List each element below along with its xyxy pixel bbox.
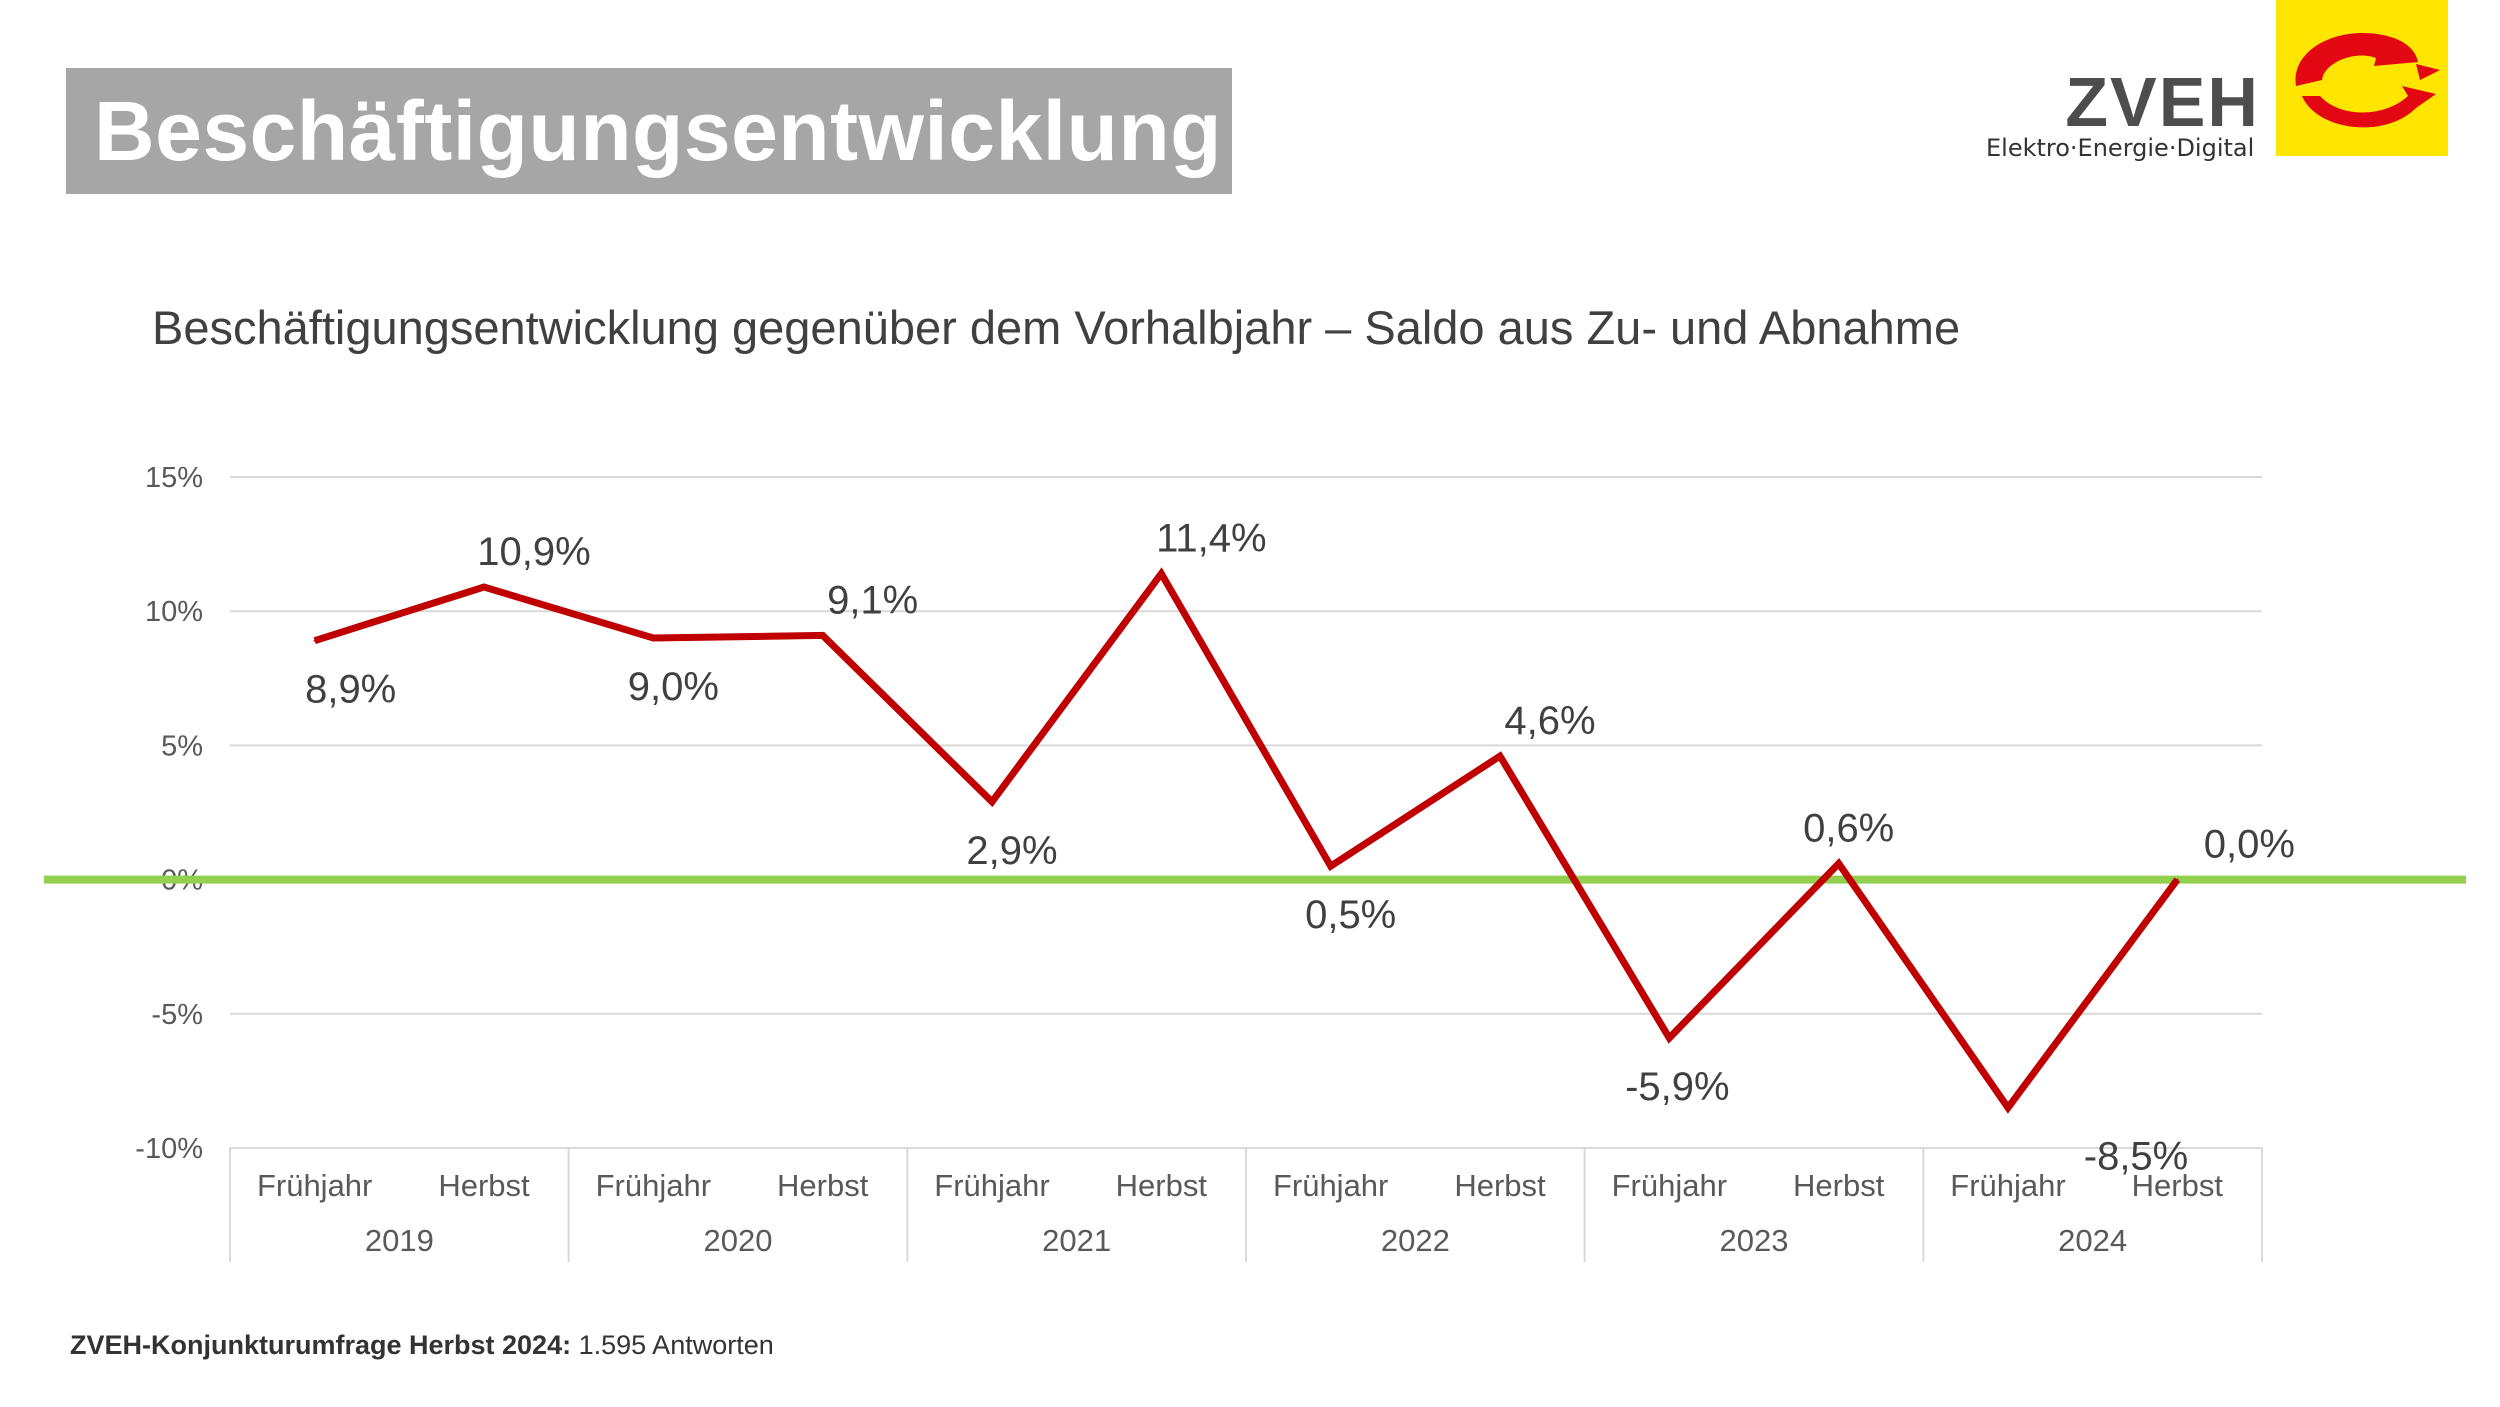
logo-tagline: Elektro·Energie·Digital [1986, 134, 2255, 162]
x-category-label: Herbst [2132, 1168, 2224, 1203]
e-mark-icon [2295, 32, 2440, 128]
x-category-label: Frühjahr [257, 1168, 372, 1203]
logo-name: ZVEH [2065, 63, 2260, 141]
series-layer [313, 567, 2181, 1114]
chart-title: Beschäftigungsentwicklung gegenüber dem … [152, 301, 1961, 354]
data-point [1329, 865, 1332, 868]
source-note: ZVEH-Konjunkturumfrage Herbst 2024: 1.59… [70, 1330, 774, 1361]
swoosh-arrow-shape [2416, 64, 2440, 80]
y-tick-label: -10% [135, 1133, 203, 1165]
x-year-label: 2023 [1720, 1223, 1789, 1258]
data-label: 4,6% [1504, 699, 1595, 743]
page-title-box: Beschäftigungsentwicklung [66, 68, 1232, 194]
data-point [1499, 755, 1501, 758]
data-point [1668, 1036, 1671, 1039]
data-label: 0,5% [1305, 893, 1396, 937]
data-label: -8,5% [2084, 1135, 2189, 1179]
data-point [652, 637, 655, 640]
data-label: 0,0% [2204, 823, 2295, 867]
data-label: 9,0% [628, 665, 719, 709]
logo-wordmark: ZVEH [2060, 62, 2260, 142]
source-note-count: 1.595 Antworten [578, 1330, 774, 1360]
data-label: 10,9% [477, 530, 590, 574]
data-point [1837, 862, 1840, 865]
series-line [313, 567, 2181, 1114]
x-category-label: Herbst [777, 1168, 869, 1203]
data-label: 9,1% [827, 578, 918, 622]
data-label: 8,9% [305, 668, 396, 712]
y-tick-label: 15% [145, 462, 203, 494]
logo-square [2276, 0, 2448, 156]
swoosh-bottom-shape [2302, 86, 2436, 128]
data-point [2007, 1106, 2009, 1109]
x-year-label: 2022 [1381, 1223, 1450, 1258]
swoosh-top-shape [2295, 32, 2418, 86]
x-year-label: 2021 [1042, 1223, 1111, 1258]
x-category-label: Herbst [1454, 1168, 1546, 1203]
y-tick-label: 5% [161, 730, 203, 762]
x-category-label: Herbst [438, 1168, 530, 1203]
y-tick-label: 10% [145, 596, 203, 628]
x-category-label: Frühjahr [596, 1168, 711, 1203]
data-point [1160, 572, 1163, 575]
data-label: 0,6% [1803, 806, 1894, 850]
x-category-label: Frühjahr [1612, 1168, 1727, 1203]
source-note-bold: ZVEH-Konjunkturumfrage Herbst 2024: [70, 1330, 572, 1360]
y-tick-label: -5% [151, 999, 203, 1031]
data-point [483, 586, 485, 589]
data-point [2176, 878, 2179, 881]
x-category-label: Herbst [1793, 1168, 1885, 1203]
x-category-label: Frühjahr [1273, 1168, 1388, 1203]
data-label: 11,4% [1156, 517, 1266, 561]
x-category-label: Frühjahr [1950, 1168, 2065, 1203]
x-category-label: Frühjahr [934, 1168, 1049, 1203]
data-label: -5,9% [1625, 1065, 1730, 1109]
x-year-label: 2024 [2058, 1223, 2127, 1258]
x-category-label: Herbst [1116, 1168, 1208, 1203]
data-point [821, 634, 824, 637]
x-year-label: 2019 [365, 1223, 434, 1258]
axis-layer: 15%10%5%0%-5%-10%FrühjahrHerbstFrühjahrH… [135, 462, 2263, 1262]
data-point [313, 639, 316, 642]
data-label: 2,9% [966, 829, 1057, 873]
data-label-layer: 8,9% 10,9% 9,0% 9,1% 2,9% 11,4% 0,5% 4,6% -5,9% 0… [305, 517, 2295, 1179]
page-title: Beschäftigungsentwicklung [94, 83, 1222, 178]
data-point [991, 800, 993, 803]
x-year-label: 2020 [704, 1223, 773, 1258]
